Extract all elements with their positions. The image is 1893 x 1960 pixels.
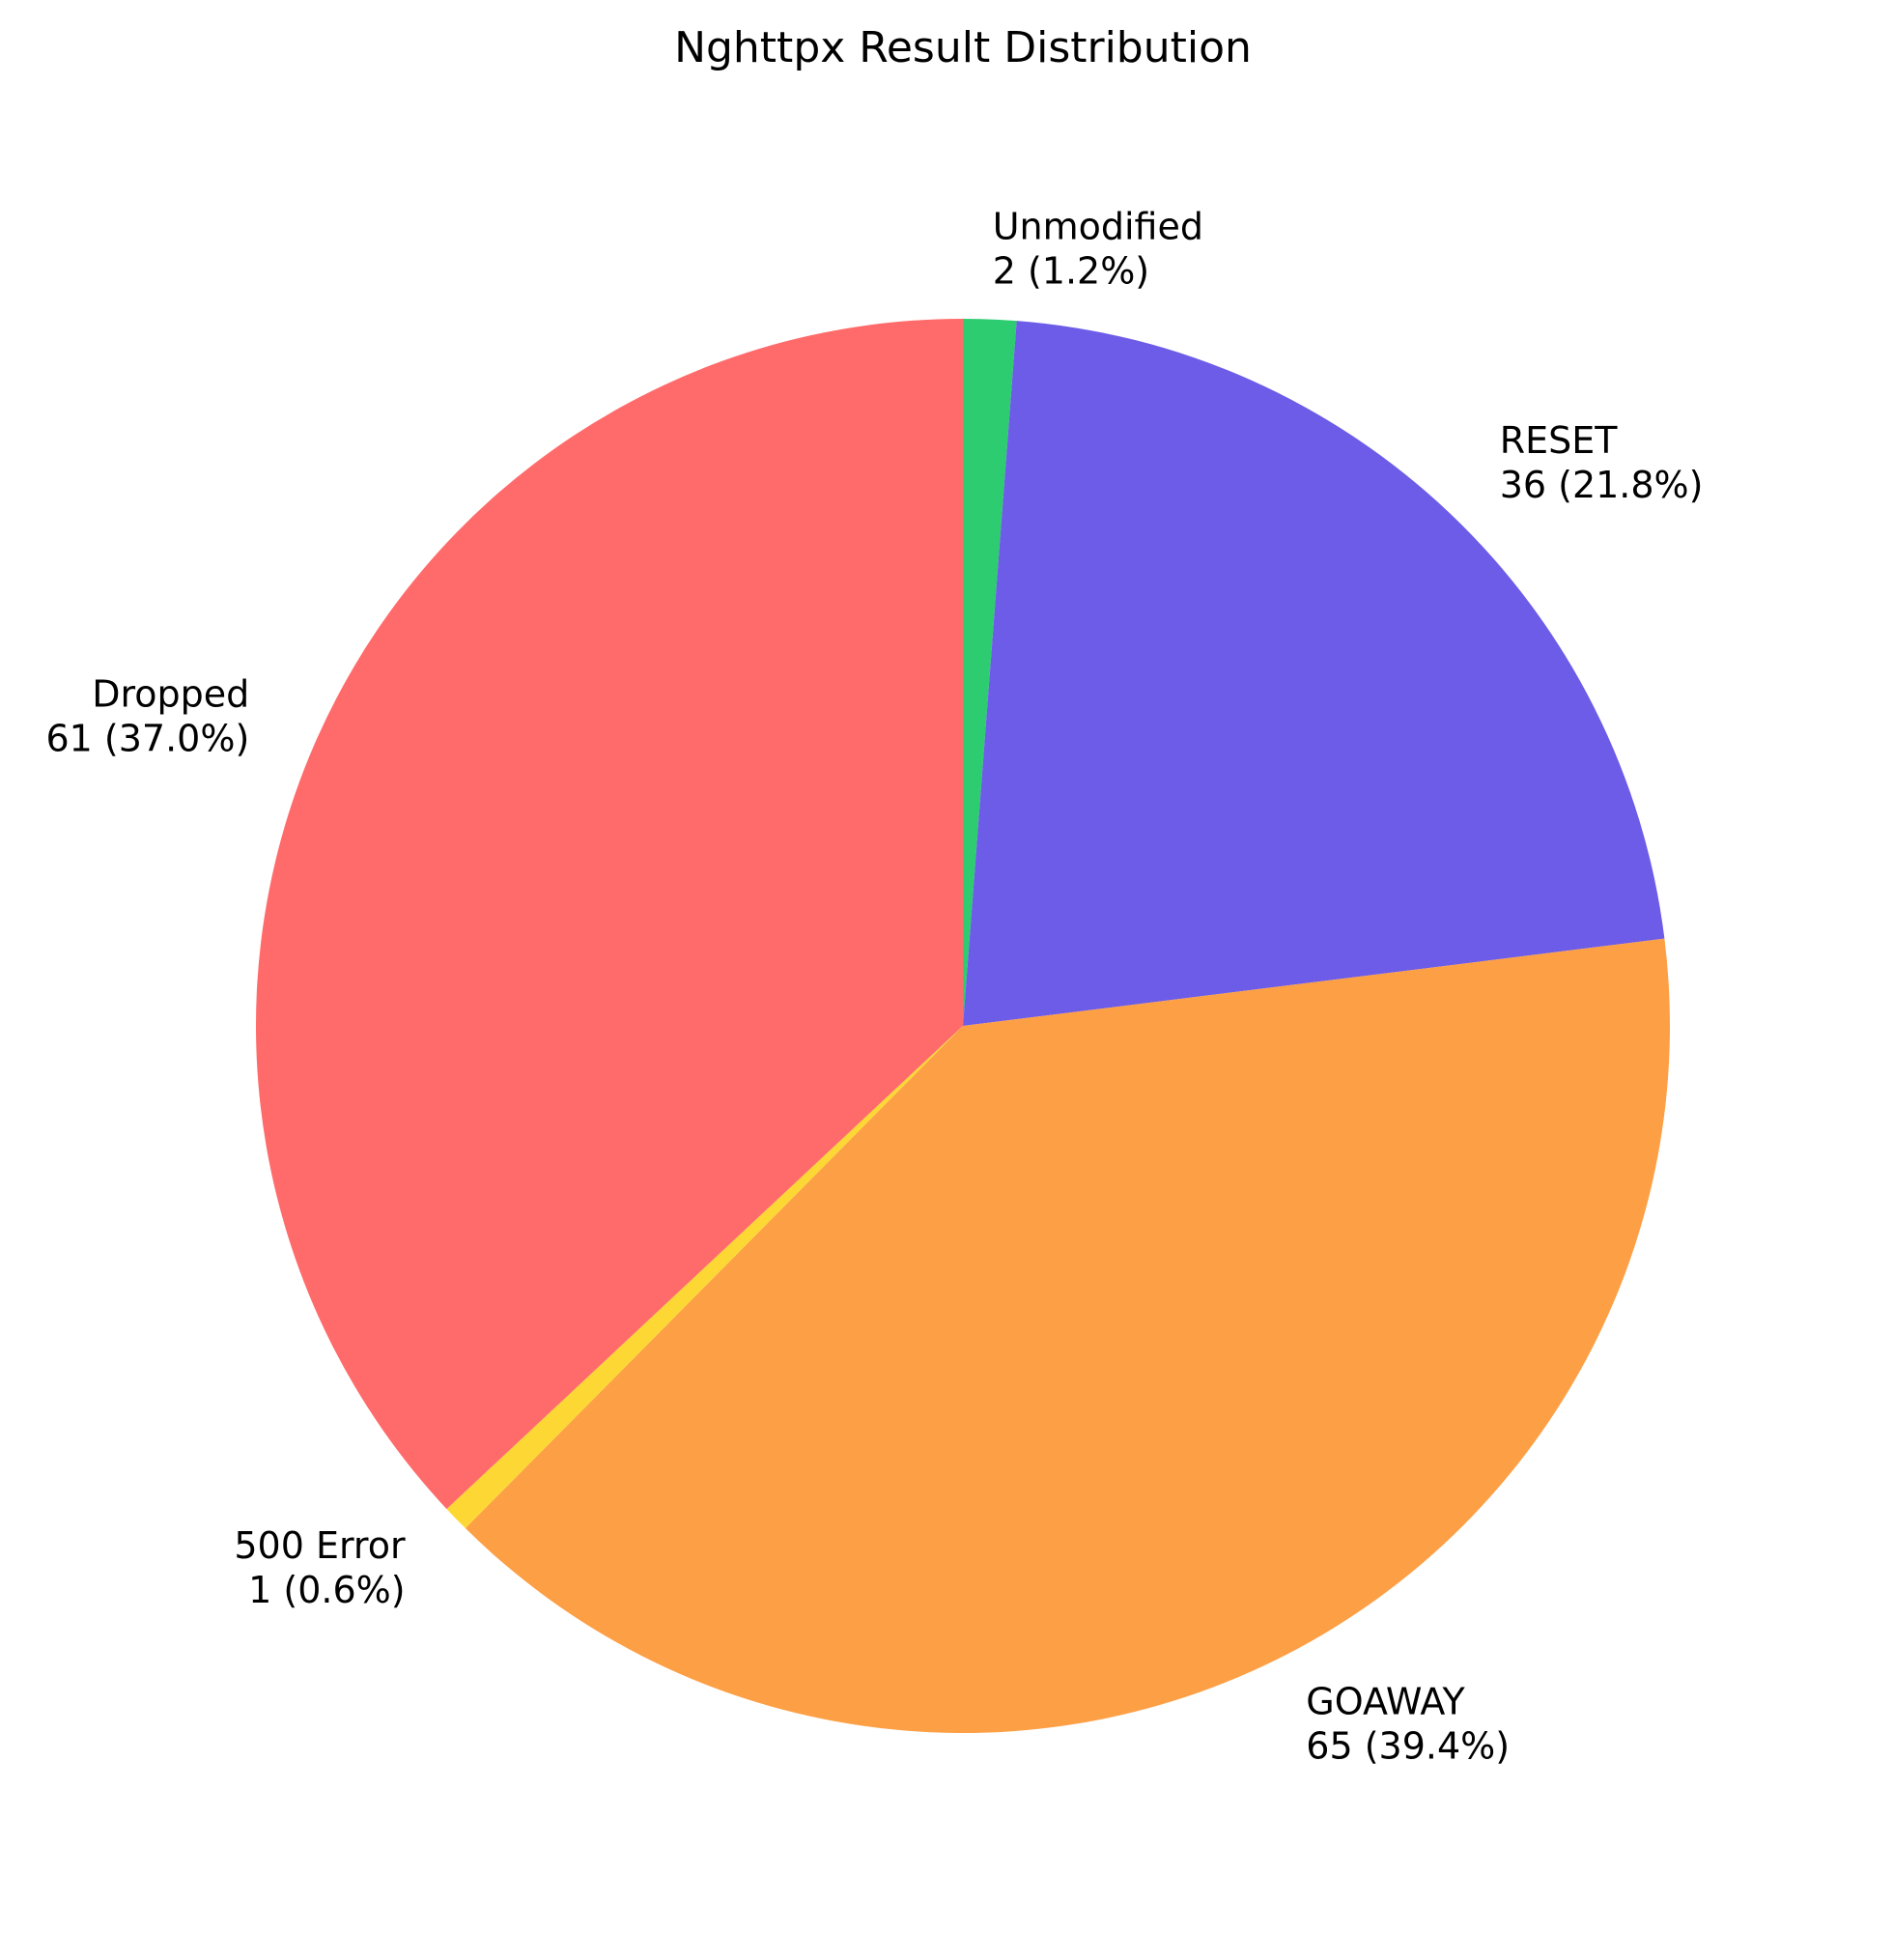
pie-label-value: 2 (1.2%) bbox=[993, 249, 1149, 292]
pie-label-value: 65 (39.4%) bbox=[1306, 1725, 1510, 1768]
pie-label-500-error: 500 Error 1 (0.6%) bbox=[234, 1524, 406, 1611]
pie-slice-dropped bbox=[255, 319, 963, 1510]
pie-labels: Unmodified 2 (1.2%)RESET 36 (21.8%)GOAWAY 6… bbox=[45, 205, 1703, 1767]
pie-label-value: 36 (21.8%) bbox=[1500, 464, 1704, 506]
pie-slice-500-error bbox=[446, 1026, 963, 1529]
pie-label-goaway: GOAWAY 65 (39.4%) bbox=[1306, 1681, 1510, 1768]
pie-label-unmodified: Unmodified 2 (1.2%) bbox=[993, 205, 1203, 292]
pie-slice-goaway bbox=[465, 938, 1670, 1733]
pie-label-reset: RESET 36 (21.8%) bbox=[1500, 419, 1704, 506]
pie-slice-unmodified bbox=[963, 319, 1017, 1026]
pie-label-name: 500 Error bbox=[234, 1524, 406, 1567]
pie-label-name: RESET bbox=[1500, 419, 1619, 462]
pie-slice-reset bbox=[963, 321, 1665, 1026]
pie-label-name: GOAWAY bbox=[1306, 1681, 1465, 1723]
chart-title: Nghttpx Result Distribution bbox=[674, 23, 1252, 72]
pie-label-dropped: Dropped 61 (37.0%) bbox=[45, 673, 249, 760]
pie-label-name: Dropped bbox=[92, 673, 249, 716]
pie-label-value: 61 (37.0%) bbox=[45, 718, 249, 760]
pie-slices bbox=[255, 319, 1670, 1733]
pie-label-value: 1 (0.6%) bbox=[248, 1569, 405, 1611]
pie-label-name: Unmodified bbox=[993, 205, 1203, 247]
